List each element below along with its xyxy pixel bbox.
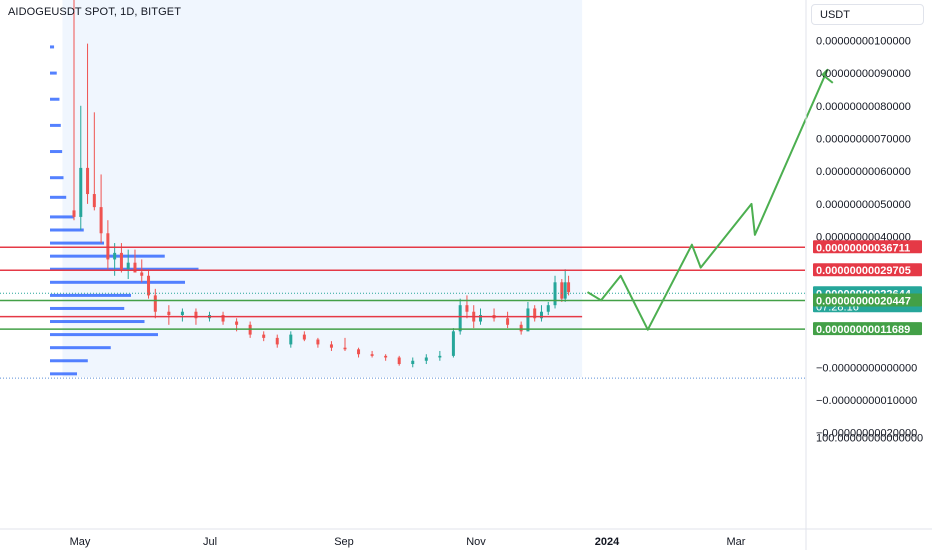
- candle-body: [526, 308, 530, 332]
- candle-body: [275, 337, 279, 345]
- candle-body: [92, 194, 96, 208]
- candle-body: [343, 347, 347, 350]
- candle-body: [194, 311, 198, 319]
- candle-body: [262, 334, 266, 338]
- volume-profile-bar: [50, 123, 61, 127]
- volume-profile-bar: [50, 372, 77, 376]
- candle-body: [86, 167, 90, 195]
- price-badge-label: 0.00000000020447: [816, 295, 911, 307]
- time-tick-label: Nov: [466, 536, 486, 548]
- price-tick-label: 0.00000000080000: [816, 101, 911, 113]
- price-tick-label: 0.00000000100000: [816, 35, 911, 47]
- candle-body: [235, 321, 239, 325]
- candle-body: [424, 357, 428, 361]
- candle-body: [438, 355, 442, 358]
- volume-profile-bar: [50, 228, 84, 232]
- candle-body: [140, 272, 144, 276]
- price-badge-support: [813, 322, 922, 336]
- volume-profile-bar: [50, 267, 199, 271]
- candle-body: [546, 305, 550, 312]
- price-tick-label: −0.00000000020000: [816, 428, 917, 440]
- candle-body: [72, 210, 76, 217]
- candle-body: [384, 355, 388, 358]
- candle-body: [119, 252, 123, 270]
- time-tick-label: 2024: [595, 536, 620, 548]
- time-tick-label: Sep: [334, 536, 354, 548]
- range-highlight: [62, 0, 583, 378]
- volume-profile-bar: [50, 306, 125, 310]
- candle-body: [479, 314, 482, 322]
- candle-body: [167, 311, 171, 315]
- volume-profile-bar: [50, 97, 60, 101]
- candle-body: [99, 207, 103, 234]
- volume-profile-bar: [50, 359, 88, 363]
- candle-body: [357, 349, 361, 355]
- candle-body: [113, 252, 117, 260]
- candle-body: [411, 360, 415, 365]
- candle-body: [563, 282, 567, 299]
- volume-profile-bar: [50, 333, 158, 337]
- price-badge-label: 0.00000000036711: [816, 242, 910, 254]
- candle-body: [221, 314, 225, 322]
- volume-profile-bar: [50, 280, 185, 284]
- volume-profile-bar: [50, 346, 111, 350]
- candle-body: [506, 318, 510, 325]
- volume-profile-bar: [50, 293, 131, 297]
- candle-body: [370, 354, 374, 356]
- volume-profile-bar: [50, 45, 55, 49]
- time-tick-label: Jul: [203, 536, 217, 548]
- time-tick-label: Mar: [727, 536, 746, 548]
- projection-path: [586, 68, 834, 331]
- volume-profile-bar: [50, 241, 104, 245]
- price-tick-label: 0.00000000090000: [816, 68, 911, 80]
- time-tick-label: May: [70, 536, 91, 548]
- candle-body: [465, 305, 469, 312]
- price-badge-label: 0.00000000011689: [816, 324, 910, 336]
- price-tick-label: −0.00000000010000: [816, 395, 917, 407]
- candle-body: [302, 334, 306, 340]
- volume-profile-bar: [50, 320, 145, 324]
- candle-body: [567, 282, 571, 293]
- price-badge-support: [813, 293, 922, 307]
- price-badge-label: 0.00000000029705: [816, 265, 911, 277]
- candle-body: [329, 344, 333, 348]
- price-tick-label-extra: 100.00000000000000: [816, 433, 923, 445]
- volume-profile-bar: [50, 215, 75, 219]
- candle-body: [519, 324, 523, 332]
- candle-body: [147, 275, 151, 296]
- price-tick-label: 0.00000000050000: [816, 199, 911, 211]
- candle-body: [106, 233, 110, 260]
- price-tick-label: −0.00000000000000: [816, 362, 917, 374]
- chart-title: AIDOGEUSDT SPOT, 1D, BITGET: [8, 6, 182, 18]
- candle-body: [316, 339, 320, 345]
- currency-selector[interactable]: USDT: [811, 4, 924, 25]
- candle-body: [126, 262, 130, 270]
- candle-body: [539, 311, 543, 319]
- volume-profile-bar: [50, 71, 57, 75]
- candle-body: [458, 305, 462, 332]
- candle-body: [180, 311, 184, 315]
- volume-profile-bar: [50, 195, 67, 199]
- candle-body: [451, 331, 455, 356]
- price-tick-label: 0.00000000060000: [816, 166, 911, 178]
- candle-body: [397, 357, 401, 365]
- candle-body: [533, 308, 537, 319]
- volume-profile-bar: [50, 176, 64, 180]
- candle-body: [153, 295, 157, 312]
- price-tick-label: 0.00000000070000: [816, 133, 911, 145]
- candle-body: [560, 282, 564, 299]
- price-badge-resistance: [813, 240, 922, 254]
- volume-profile-bar: [50, 150, 63, 154]
- candle-body: [133, 262, 137, 273]
- candle-body: [289, 334, 293, 345]
- candle-body: [79, 167, 83, 217]
- price-badge-resistance: [813, 263, 922, 277]
